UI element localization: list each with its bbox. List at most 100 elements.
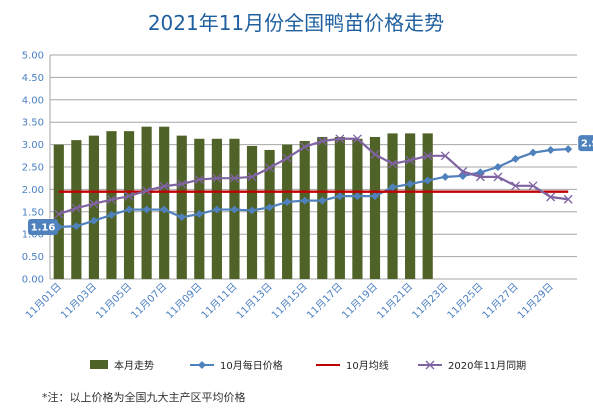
bar [387, 133, 398, 279]
x-marker [212, 173, 222, 183]
legend-label: 10月每日价格 [220, 359, 283, 372]
x-tick-label: 11月07日 [129, 281, 170, 322]
diamond-marker [564, 145, 573, 154]
diamond-marker [107, 210, 116, 219]
x-marker-stroke [107, 195, 116, 205]
value-callout: 1.16 [28, 219, 58, 236]
diamond-marker [423, 176, 432, 185]
legend-swatch [90, 360, 108, 369]
diamond-marker [546, 145, 555, 154]
bar [352, 138, 363, 279]
legend: 本月走势 10月每日价格 10月均线 2020年11月同期 [90, 359, 526, 372]
x-tick-label: 11月13日 [234, 281, 275, 322]
x-marker [124, 191, 134, 201]
diamond-marker [125, 205, 134, 214]
bar [405, 133, 416, 279]
october-daily-price-series-line [58, 147, 569, 229]
legend-label: 本月走势 [114, 359, 154, 372]
x-tick-label: 11月11日 [199, 281, 240, 322]
x-marker-stroke [247, 172, 257, 182]
callout-box [28, 219, 58, 236]
x-marker [440, 151, 450, 161]
x-marker [282, 153, 292, 163]
x-tick-label: 11月19日 [339, 281, 380, 322]
legend-item: 10月均线 [316, 359, 389, 372]
x-marker-stroke [142, 186, 152, 196]
x-marker [229, 173, 239, 183]
diamond-marker [388, 183, 397, 192]
diamond-marker [493, 163, 502, 171]
diamond-marker [177, 213, 186, 222]
x-marker-stroke [475, 172, 485, 182]
y-tick-label: 5.00 [22, 51, 44, 62]
x-tick-label: 11月23日 [410, 281, 451, 322]
x-marker [458, 167, 468, 176]
diamond-marker [230, 205, 239, 214]
x-marker [423, 151, 433, 161]
bar [264, 149, 275, 279]
bar [317, 136, 328, 279]
bar [141, 126, 152, 280]
y-axis-ticks: 0.00 0.50 1.00 1.50 2.00 2.50 3.00 3.50 4.00 4.50… [22, 51, 44, 286]
x-marker [475, 172, 485, 182]
y-tick-label: 4.50 [22, 73, 44, 84]
y-tick-label: 4.00 [22, 95, 44, 106]
x-marker [511, 181, 520, 191]
x-marker [317, 136, 327, 146]
legend-label: 2020年11月同期 [448, 359, 526, 372]
diamond-marker [265, 203, 274, 212]
x-marker [370, 149, 380, 159]
bar [106, 131, 117, 279]
x-marker-stroke [388, 159, 398, 169]
x-marker-stroke [335, 134, 345, 144]
x-marker-stroke [229, 173, 239, 183]
x-marker [528, 181, 538, 191]
x-tick-label: 11月15日 [269, 281, 310, 322]
x-marker [300, 142, 310, 152]
x-marker-stroke [563, 194, 573, 204]
x-marker-stroke [177, 179, 187, 189]
bar [334, 136, 345, 279]
x-marker [546, 192, 556, 202]
y-tick-label: 2.50 [22, 163, 44, 174]
y-tick-label: 0.50 [22, 252, 44, 263]
x-marker-stroke [405, 155, 415, 165]
x-marker [159, 181, 169, 191]
x-marker-stroke [54, 209, 64, 219]
x-tick-label: 11月27日 [480, 281, 521, 322]
x-tick-label: 11月21日 [375, 281, 416, 322]
diamond-marker [198, 361, 206, 369]
x-marker-stroke [493, 172, 503, 182]
bar [159, 126, 170, 280]
callout-box [578, 135, 593, 152]
x-marker-stroke [528, 181, 538, 191]
x-marker-stroke [194, 175, 204, 185]
x-marker [89, 199, 99, 209]
x-marker [493, 172, 503, 182]
last-year-november-series [54, 134, 573, 219]
legend-item: 本月走势 [90, 359, 154, 372]
bar [53, 144, 64, 279]
x-marker [335, 134, 345, 144]
data-callouts: 1.16 2.90 [28, 135, 593, 236]
x-marker [142, 186, 152, 196]
x-marker [388, 159, 398, 169]
x-marker [54, 209, 64, 219]
grid [49, 54, 577, 280]
legend-item: 10月每日价格 [190, 359, 283, 372]
october-daily-price-series [54, 145, 573, 232]
x-marker-stroke [212, 173, 222, 183]
x-marker-stroke [89, 199, 99, 209]
x-marker [177, 179, 187, 189]
x-tick-label: 11月25日 [445, 281, 486, 322]
diamond-marker [406, 180, 415, 189]
last-year-november-series-line [58, 137, 569, 216]
x-marker [107, 195, 116, 205]
x-marker [563, 194, 573, 204]
line-series [54, 134, 573, 232]
diamond-marker [160, 205, 169, 214]
bar [88, 135, 100, 279]
y-tick-label: 0.00 [22, 275, 44, 286]
diamond-marker [511, 154, 520, 163]
x-marker-stroke [317, 136, 327, 146]
